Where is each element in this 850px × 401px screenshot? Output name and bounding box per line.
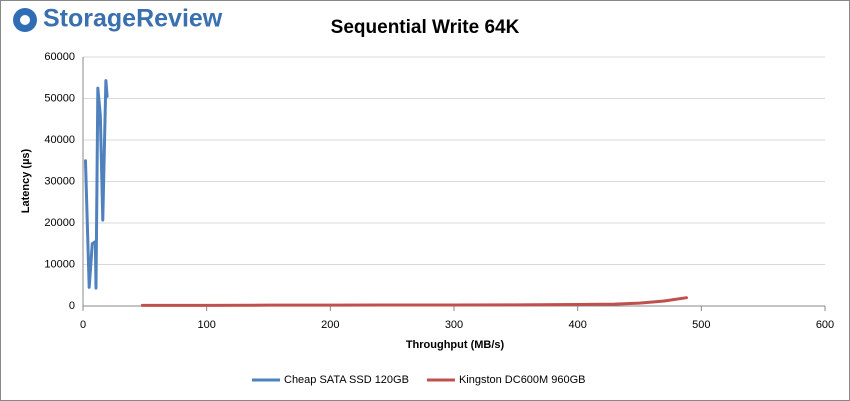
logo-text: StorageReview [43,5,223,33]
y-tick-label: 30000 [44,175,75,187]
x-tick-label: 300 [445,319,463,331]
chart-title: Sequential Write 64K [331,17,520,38]
y-tick-label: 40000 [44,134,75,146]
x-tick-label: 200 [321,319,339,331]
y-tick-label: 50000 [44,92,75,104]
y-tick-label: 60000 [44,51,75,63]
y-tick-label: 20000 [44,217,75,229]
logo: StorageReview [13,5,223,33]
legend-label: Cheap SATA SSD 120GB [284,374,409,386]
y-axis-label: Latency (µs) [20,148,32,213]
x-tick-label: 500 [692,319,710,331]
logo-icon-center [20,15,30,25]
line-series [140,296,688,307]
x-tick-label: 400 [568,319,586,331]
x-tick-label: 0 [80,319,86,331]
line-series [83,79,109,290]
y-tick-label: 10000 [44,258,75,270]
legend-label: Kingston DC600M 960GB [459,374,586,386]
y-tick-label: 0 [69,300,75,312]
x-tick-label: 600 [816,319,834,331]
x-tick-label: 100 [197,319,215,331]
x-axis-label: Throughput (MB/s) [406,339,505,351]
